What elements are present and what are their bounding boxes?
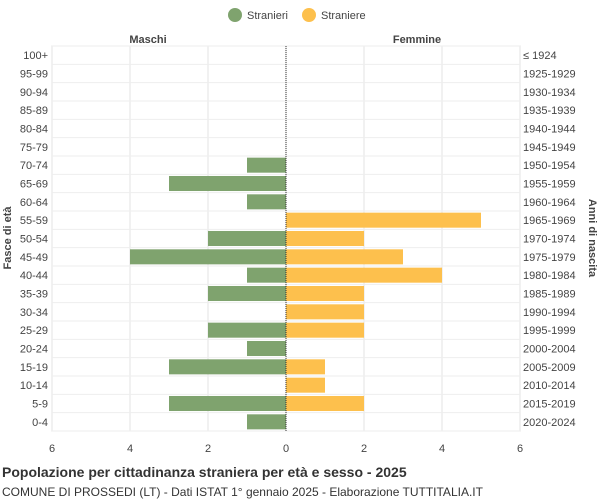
bars <box>130 46 481 431</box>
bar-female-30-34 <box>286 304 364 320</box>
bar-male-65-69 <box>169 175 286 192</box>
y-axis-title-right: Anni di nascita <box>586 199 598 278</box>
legend-swatch-straniere <box>302 8 316 22</box>
age-group-label: 95-99 <box>20 69 48 81</box>
birth-year-label: 1940-1944 <box>523 124 576 136</box>
birth-year-label: 1930-1934 <box>523 87 576 99</box>
bar-male-45-49 <box>130 249 286 265</box>
legend: Stranieri Straniere <box>228 8 366 22</box>
age-group-label: 50-54 <box>20 234 48 246</box>
bar-male-40-44 <box>247 267 286 283</box>
bar-female-55-59 <box>286 212 481 228</box>
age-group-label: 90-94 <box>20 87 48 99</box>
bar-male-25-29 <box>208 322 286 338</box>
birth-year-label: 1995-1999 <box>523 325 576 337</box>
age-group-label: 45-49 <box>20 252 48 264</box>
age-group-label: 55-59 <box>20 215 48 227</box>
age-group-label: 15-19 <box>20 362 48 374</box>
birth-year-label: 1975-1979 <box>523 252 576 264</box>
age-group-label: 60-64 <box>20 197 48 209</box>
birth-year-label: 1950-1954 <box>523 160 576 172</box>
bar-female-35-39 <box>286 285 364 302</box>
bar-male-35-39 <box>208 285 286 302</box>
birth-year-label: 1955-1959 <box>523 179 576 191</box>
age-group-label: 35-39 <box>20 289 48 301</box>
age-group-label: 25-29 <box>20 325 48 337</box>
x-tick-label: 4 <box>127 443 133 455</box>
age-group-label: 80-84 <box>20 124 48 136</box>
birth-year-label: 1980-1984 <box>523 270 576 282</box>
bar-male-50-54 <box>208 230 286 247</box>
x-tick-label: 0 <box>283 443 289 455</box>
birth-year-label: 1990-1994 <box>523 307 576 319</box>
birth-year-label: 1925-1929 <box>523 69 576 81</box>
age-group-label: 70-74 <box>20 160 48 172</box>
birth-year-label: 2020-2024 <box>523 417 576 429</box>
bar-male-0-4 <box>247 414 286 430</box>
birth-year-labels: ≤ 1924 1925-1929 1930-1934 1935-1939 1940-19… <box>523 50 576 429</box>
chart-title: Popolazione per cittadinanza straniera p… <box>2 464 407 480</box>
x-tick-label: 2 <box>205 443 211 455</box>
right-side-label: Femmine <box>393 34 441 46</box>
x-tick-labels: 6 4 2 0 2 4 6 <box>49 443 523 455</box>
birth-year-label: ≤ 1924 <box>523 50 557 62</box>
bar-female-5-9 <box>286 395 364 412</box>
bar-male-15-19 <box>169 359 286 375</box>
bar-male-60-64 <box>247 194 286 210</box>
birth-year-label: 2005-2009 <box>523 362 576 374</box>
age-group-labels: 100+ 95-99 90-94 85-89 80-84 75-79 70-74 65-69 6… <box>20 50 48 429</box>
birth-year-label: 1935-1939 <box>523 105 576 117</box>
bar-male-20-24 <box>247 340 286 357</box>
age-group-label: 5-9 <box>32 399 48 411</box>
age-group-label: 100+ <box>23 50 48 62</box>
x-tick-label: 2 <box>361 443 367 455</box>
age-group-label: 20-24 <box>20 344 48 356</box>
age-group-label: 0-4 <box>32 417 48 429</box>
age-group-label: 30-34 <box>20 307 48 319</box>
y-axis-title-left: Fasce di età <box>2 206 14 270</box>
age-group-label: 75-79 <box>20 142 48 154</box>
bar-female-10-14 <box>286 377 325 393</box>
birth-year-label: 1970-1974 <box>523 234 576 246</box>
birth-year-label: 1965-1969 <box>523 215 576 227</box>
legend-label-stranieri: Stranieri <box>247 10 288 22</box>
bar-female-50-54 <box>286 230 364 247</box>
left-side-label: Maschi <box>129 34 166 46</box>
bar-female-45-49 <box>286 249 403 265</box>
legend-swatch-stranieri <box>228 8 242 22</box>
age-group-label: 85-89 <box>20 105 48 117</box>
age-group-label: 65-69 <box>20 179 48 191</box>
age-group-label: 40-44 <box>20 270 48 282</box>
bar-male-70-74 <box>247 157 286 173</box>
bar-female-25-29 <box>286 322 364 338</box>
bar-female-40-44 <box>286 267 442 283</box>
bar-male-5-9 <box>169 395 286 412</box>
bar-female-15-19 <box>286 359 325 375</box>
chart-subtitle: COMUNE DI PROSSEDI (LT) - Dati ISTAT 1° … <box>2 485 484 499</box>
legend-label-straniere: Straniere <box>321 10 366 22</box>
age-group-label: 10-14 <box>20 380 48 392</box>
birth-year-label: 1960-1964 <box>523 197 576 209</box>
x-tick-label: 6 <box>49 443 55 455</box>
birth-year-label: 2010-2014 <box>523 380 576 392</box>
x-tick-label: 4 <box>439 443 445 455</box>
birth-year-label: 1945-1949 <box>523 142 576 154</box>
birth-year-label: 1985-1989 <box>523 289 576 301</box>
x-tick-label: 6 <box>517 443 523 455</box>
birth-year-label: 2000-2004 <box>523 344 576 356</box>
birth-year-label: 2015-2019 <box>523 399 576 411</box>
